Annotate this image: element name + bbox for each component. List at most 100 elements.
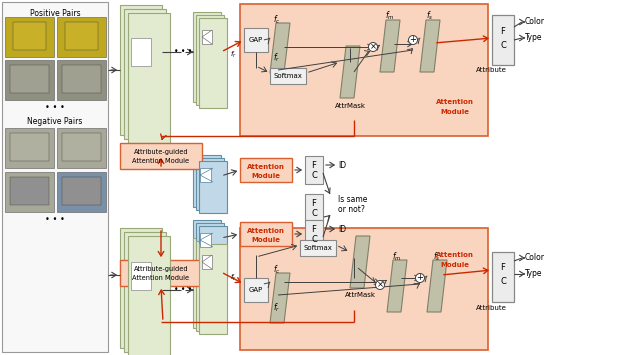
FancyBboxPatch shape xyxy=(199,18,227,108)
FancyBboxPatch shape xyxy=(199,244,227,334)
Text: C: C xyxy=(500,277,506,285)
Text: Negative Pairs: Negative Pairs xyxy=(28,116,83,126)
Polygon shape xyxy=(387,260,407,312)
Text: F: F xyxy=(500,27,506,37)
FancyBboxPatch shape xyxy=(492,15,514,65)
Text: Softmax: Softmax xyxy=(273,73,303,79)
Text: • • •: • • • xyxy=(45,104,65,113)
FancyBboxPatch shape xyxy=(305,220,323,248)
FancyBboxPatch shape xyxy=(240,4,488,136)
Text: ×: × xyxy=(369,43,376,51)
FancyBboxPatch shape xyxy=(57,172,106,212)
FancyBboxPatch shape xyxy=(305,156,323,184)
FancyBboxPatch shape xyxy=(2,2,108,352)
Text: $f_r$: $f_r$ xyxy=(273,302,280,314)
FancyBboxPatch shape xyxy=(193,155,221,207)
FancyBboxPatch shape xyxy=(202,255,212,269)
Text: Attribute: Attribute xyxy=(476,305,506,311)
Polygon shape xyxy=(420,20,440,72)
Text: AttrMask: AttrMask xyxy=(335,103,365,109)
FancyBboxPatch shape xyxy=(300,240,336,256)
Text: Attribute-guided: Attribute-guided xyxy=(134,266,188,272)
Polygon shape xyxy=(270,273,290,323)
FancyBboxPatch shape xyxy=(10,177,49,205)
Text: Type: Type xyxy=(525,33,543,43)
Text: Color: Color xyxy=(525,17,545,27)
FancyBboxPatch shape xyxy=(196,241,224,331)
Text: Attention: Attention xyxy=(247,228,285,234)
Text: $f_s$: $f_s$ xyxy=(426,10,434,22)
Text: Positive Pairs: Positive Pairs xyxy=(29,9,80,17)
Text: $f_m$: $f_m$ xyxy=(385,10,395,22)
FancyBboxPatch shape xyxy=(199,161,227,213)
Circle shape xyxy=(408,36,417,44)
FancyBboxPatch shape xyxy=(193,220,221,272)
FancyBboxPatch shape xyxy=(200,168,211,182)
Text: Attribute-guided: Attribute-guided xyxy=(134,149,188,155)
Text: $f_c$: $f_c$ xyxy=(273,14,281,26)
FancyBboxPatch shape xyxy=(65,22,98,50)
Text: AttrMask: AttrMask xyxy=(344,292,376,298)
Text: C: C xyxy=(500,42,506,50)
Text: or not?: or not? xyxy=(338,206,365,214)
Text: Attention Module: Attention Module xyxy=(132,158,189,164)
Text: $f_m$: $f_m$ xyxy=(392,251,402,263)
FancyBboxPatch shape xyxy=(62,133,101,161)
FancyBboxPatch shape xyxy=(62,65,101,93)
Text: $f_r$: $f_r$ xyxy=(273,52,280,64)
FancyBboxPatch shape xyxy=(200,233,211,247)
FancyBboxPatch shape xyxy=(57,128,106,168)
Text: • • •: • • • xyxy=(174,285,192,295)
FancyBboxPatch shape xyxy=(120,260,202,286)
FancyBboxPatch shape xyxy=(193,12,221,102)
Text: $f_r$: $f_r$ xyxy=(230,273,236,283)
Text: Color: Color xyxy=(525,253,545,262)
Text: $f_s$: $f_s$ xyxy=(433,251,441,263)
FancyBboxPatch shape xyxy=(10,65,49,93)
Polygon shape xyxy=(270,23,290,73)
Text: +: + xyxy=(417,273,424,283)
FancyBboxPatch shape xyxy=(124,9,166,139)
FancyBboxPatch shape xyxy=(131,262,151,290)
Text: Type: Type xyxy=(525,269,543,279)
Text: Module: Module xyxy=(440,262,470,268)
FancyBboxPatch shape xyxy=(240,228,488,350)
Text: Attention: Attention xyxy=(247,164,285,170)
FancyBboxPatch shape xyxy=(128,13,170,143)
FancyBboxPatch shape xyxy=(120,228,162,348)
FancyBboxPatch shape xyxy=(120,143,202,169)
Circle shape xyxy=(376,280,385,289)
Text: Module: Module xyxy=(252,237,280,243)
Polygon shape xyxy=(427,260,447,312)
FancyBboxPatch shape xyxy=(244,278,268,302)
FancyBboxPatch shape xyxy=(10,133,49,161)
Text: $f_r$: $f_r$ xyxy=(230,50,236,60)
Circle shape xyxy=(415,273,424,283)
Text: F: F xyxy=(312,224,316,234)
Text: Softmax: Softmax xyxy=(303,245,332,251)
Text: • • •: • • • xyxy=(45,215,65,224)
Text: F: F xyxy=(500,262,506,272)
Text: Attention: Attention xyxy=(436,252,474,258)
FancyBboxPatch shape xyxy=(5,60,54,100)
Polygon shape xyxy=(350,236,370,288)
FancyBboxPatch shape xyxy=(199,226,227,278)
Text: $f_c$: $f_c$ xyxy=(273,264,281,276)
Text: GAP: GAP xyxy=(249,287,263,293)
FancyBboxPatch shape xyxy=(240,222,292,246)
Text: ID: ID xyxy=(338,160,346,169)
FancyBboxPatch shape xyxy=(128,236,170,355)
FancyBboxPatch shape xyxy=(5,172,54,212)
FancyBboxPatch shape xyxy=(240,158,292,182)
Polygon shape xyxy=(340,46,360,98)
FancyBboxPatch shape xyxy=(57,60,106,100)
FancyBboxPatch shape xyxy=(492,252,514,302)
Text: ID: ID xyxy=(338,224,346,234)
Text: Module: Module xyxy=(440,109,470,115)
Text: C: C xyxy=(311,235,317,244)
Text: Is same: Is same xyxy=(338,196,367,204)
FancyBboxPatch shape xyxy=(120,5,162,135)
Text: C: C xyxy=(311,170,317,180)
Text: +: + xyxy=(410,36,417,44)
FancyBboxPatch shape xyxy=(270,68,306,84)
